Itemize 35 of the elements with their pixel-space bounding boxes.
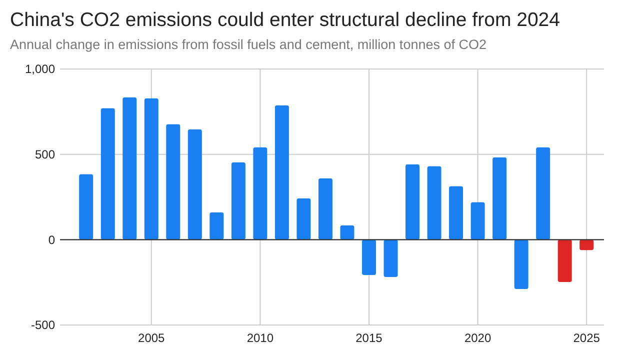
y-tick-label: 1,000 bbox=[24, 62, 56, 76]
bar bbox=[580, 240, 594, 250]
y-tick-label: 0 bbox=[48, 232, 56, 247]
bar bbox=[340, 225, 354, 240]
bar bbox=[427, 166, 442, 240]
bar bbox=[122, 97, 137, 240]
bar bbox=[166, 124, 180, 240]
bar bbox=[470, 202, 485, 240]
x-tick-label: 2015 bbox=[356, 331, 383, 345]
bar bbox=[449, 186, 464, 240]
x-tick-label: 2025 bbox=[573, 331, 600, 345]
bar bbox=[231, 162, 246, 240]
bar bbox=[100, 108, 115, 240]
bar bbox=[210, 212, 224, 240]
bar bbox=[318, 178, 332, 240]
bar bbox=[188, 129, 202, 240]
bar bbox=[296, 198, 311, 240]
chart-title: China's CO2 emissions could enter structural decline from 2024 bbox=[10, 9, 560, 31]
bar bbox=[492, 157, 507, 240]
x-tick-label: 2020 bbox=[464, 331, 492, 345]
bar bbox=[274, 105, 289, 240]
chart-subtitle: Annual change in emissions from fossil fuels and cement, million tonnes of CO2 bbox=[10, 37, 486, 52]
bar bbox=[144, 98, 158, 240]
bar bbox=[362, 240, 376, 275]
x-tick-label: 2010 bbox=[246, 331, 274, 345]
y-tick-label: -500 bbox=[30, 318, 56, 332]
bar bbox=[514, 240, 528, 289]
x-tick-label: 2005 bbox=[138, 331, 166, 345]
bar bbox=[253, 147, 268, 240]
bar bbox=[406, 164, 420, 240]
bar bbox=[384, 240, 398, 278]
bar bbox=[536, 147, 550, 240]
bar bbox=[79, 174, 94, 240]
y-tick-label: 500 bbox=[34, 148, 56, 162]
bar bbox=[558, 240, 572, 282]
